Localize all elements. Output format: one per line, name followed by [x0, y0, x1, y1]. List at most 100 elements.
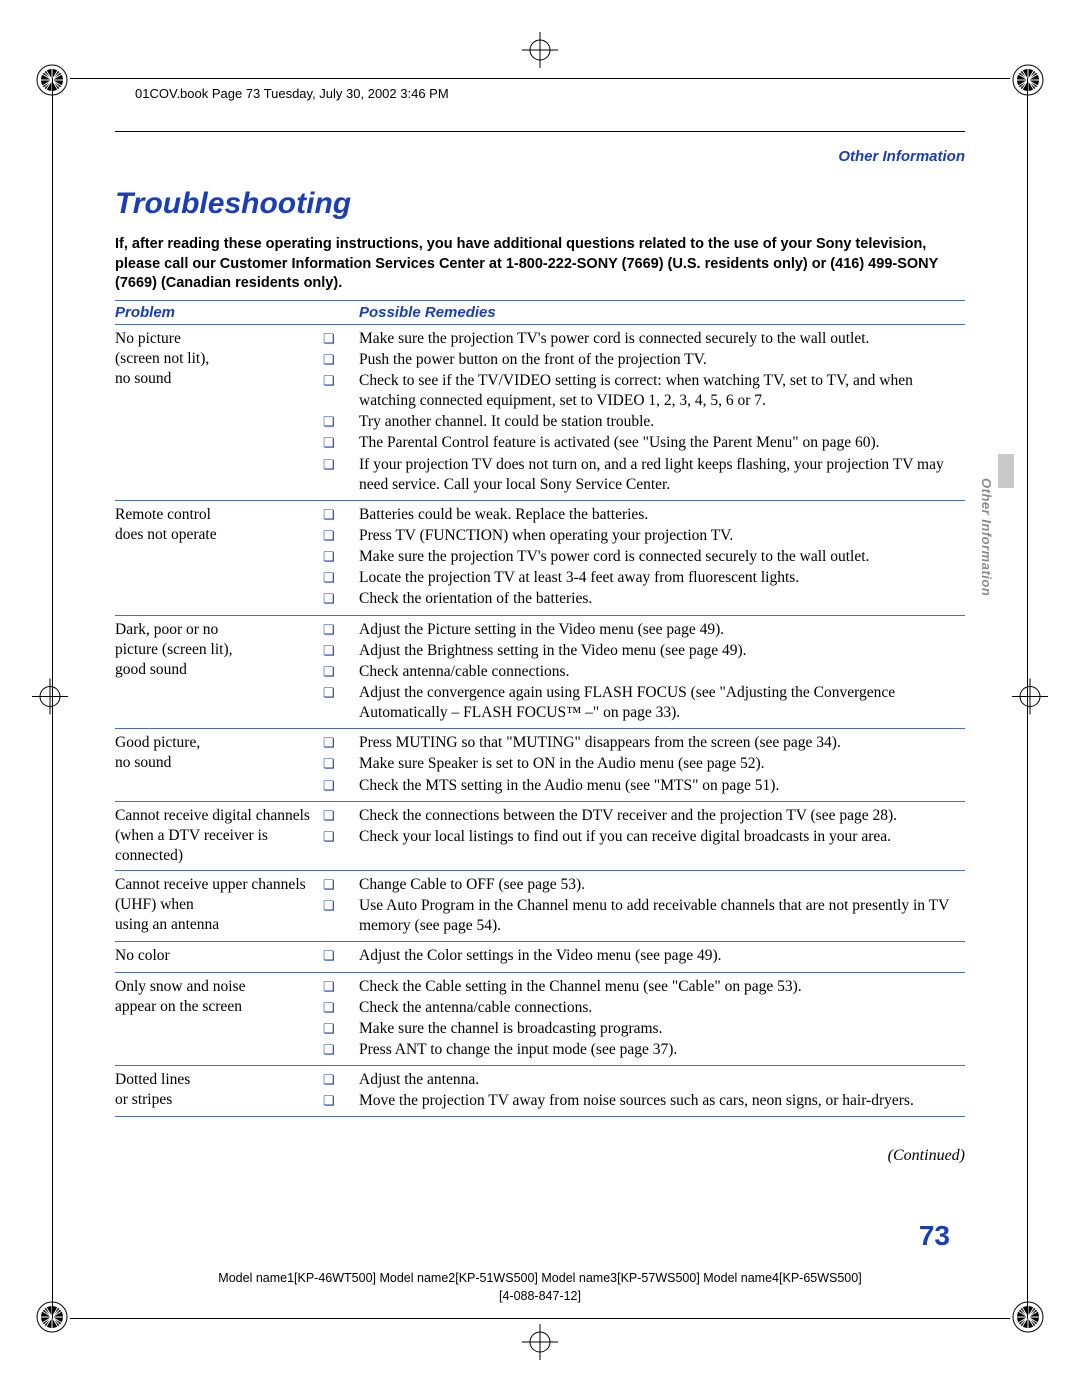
remedy-text: Check to see if the TV/VIDEO setting is …: [359, 371, 965, 411]
checkbox-bullet-icon: [323, 896, 359, 936]
remedy-text: Adjust the antenna.: [359, 1070, 965, 1090]
checkbox-bullet-icon: [323, 662, 359, 682]
remedy-item: Check the Cable setting in the Channel m…: [323, 977, 965, 997]
remedy-item: Check antenna/cable connections.: [323, 662, 965, 682]
frame-border: [52, 78, 53, 1319]
remedy-item: Adjust the Brightness setting in the Vid…: [323, 641, 965, 661]
remedy-item: Make sure the channel is broadcasting pr…: [323, 1019, 965, 1039]
checkbox-bullet-icon: [323, 977, 359, 997]
checkbox-bullet-icon: [323, 733, 359, 753]
checkbox-bullet-icon: [323, 455, 359, 495]
remedy-text: Press MUTING so that "MUTING" disappears…: [359, 733, 965, 753]
table-row: Remote controldoes not operate Batteries …: [115, 501, 965, 616]
footer: Model name1[KP-46WT500] Model name2[KP-5…: [0, 1270, 1080, 1305]
remedy-text: Make sure Speaker is set to ON in the Au…: [359, 754, 965, 774]
table-row: Cannot receive upper channels(UHF) whenu…: [115, 871, 965, 942]
remedies-cell: Adjust the antenna.Move the projection T…: [323, 1070, 965, 1112]
remedies-cell: Change Cable to OFF (see page 53).Use Au…: [323, 875, 965, 937]
remedy-text: Use Auto Program in the Channel menu to …: [359, 896, 965, 936]
remedy-item: Check the MTS setting in the Audio menu …: [323, 776, 965, 796]
table-row: Only snow and noiseappear on the screenC…: [115, 973, 965, 1067]
checkbox-bullet-icon: [323, 329, 359, 349]
remedy-text: Check your local listings to find out if…: [359, 827, 965, 847]
remedy-text: Adjust the convergence again using FLASH…: [359, 683, 965, 723]
checkbox-bullet-icon: [323, 620, 359, 640]
checkbox-bullet-icon: [323, 433, 359, 453]
column-header-problem: Problem: [115, 304, 323, 321]
header-rule: [115, 131, 965, 132]
remedy-text: Push the power button on the front of th…: [359, 350, 965, 370]
remedy-item: Press TV (FUNCTION) when operating your …: [323, 526, 965, 546]
remedy-text: Check the MTS setting in the Audio menu …: [359, 776, 965, 796]
table-row: Good picture,no sound Press MUTING so tha…: [115, 729, 965, 801]
page-title: Troubleshooting: [115, 187, 965, 221]
problem-cell: No color: [115, 946, 323, 967]
remedy-item: Change Cable to OFF (see page 53).: [323, 875, 965, 895]
problem-cell: Remote controldoes not operate: [115, 505, 323, 611]
checkbox-bullet-icon: [323, 1070, 359, 1090]
problem-cell: Good picture,no sound: [115, 733, 323, 796]
footer-model-line: Model name1[KP-46WT500] Model name2[KP-5…: [0, 1270, 1080, 1288]
frame-border: [70, 1318, 1010, 1319]
remedy-item: If your projection TV does not turn on, …: [323, 455, 965, 495]
checkbox-bullet-icon: [323, 526, 359, 546]
remedy-item: Check the connections between the DTV re…: [323, 806, 965, 826]
problem-cell: Cannot receive upper channels(UHF) whenu…: [115, 875, 323, 937]
remedy-item: Adjust the Picture setting in the Video …: [323, 620, 965, 640]
remedy-item: Adjust the antenna.: [323, 1070, 965, 1090]
table-row: Dotted linesor stripesAdjust the antenna…: [115, 1066, 965, 1117]
problem-cell: Dotted linesor stripes: [115, 1070, 323, 1112]
frame-border: [1027, 78, 1028, 1319]
book-file-header: 01COV.book Page 73 Tuesday, July 30, 200…: [135, 86, 965, 101]
checkbox-bullet-icon: [323, 875, 359, 895]
remedies-cell: Adjust the Picture setting in the Video …: [323, 620, 965, 725]
remedies-cell: Press MUTING so that "MUTING" disappears…: [323, 733, 965, 796]
remedy-text: Press TV (FUNCTION) when operating your …: [359, 526, 965, 546]
remedy-text: Locate the projection TV at least 3-4 fe…: [359, 568, 965, 588]
checkbox-bullet-icon: [323, 1091, 359, 1111]
table-row: No color Adjust the Color settings in the…: [115, 942, 965, 972]
registration-mark-icon: [1010, 676, 1050, 721]
remedy-text: Batteries could be weak. Replace the bat…: [359, 505, 965, 525]
remedy-text: Check the antenna/cable connections.: [359, 998, 965, 1018]
registration-mark-icon: [520, 1322, 560, 1367]
remedy-text: Adjust the Picture setting in the Video …: [359, 620, 965, 640]
checkbox-bullet-icon: [323, 806, 359, 826]
remedy-item: Adjust the Color settings in the Video m…: [323, 946, 965, 966]
remedy-text: Adjust the Color settings in the Video m…: [359, 946, 965, 966]
remedy-item: Make sure the projection TV's power cord…: [323, 547, 965, 567]
table-row: Cannot receive digital channels(when a D…: [115, 802, 965, 871]
remedies-cell: Check the connections between the DTV re…: [323, 806, 965, 866]
remedy-text: Check the orientation of the batteries.: [359, 589, 965, 609]
checkbox-bullet-icon: [323, 683, 359, 723]
checkbox-bullet-icon: [323, 641, 359, 661]
checkbox-bullet-icon: [323, 568, 359, 588]
remedy-item: Locate the projection TV at least 3-4 fe…: [323, 568, 965, 588]
remedies-cell: Batteries could be weak. Replace the bat…: [323, 505, 965, 611]
continued-label: (Continued): [115, 1147, 965, 1165]
remedy-item: Press ANT to change the input mode (see …: [323, 1040, 965, 1060]
remedy-text: Make sure the projection TV's power cord…: [359, 547, 965, 567]
remedy-text: Make sure the channel is broadcasting pr…: [359, 1019, 965, 1039]
remedy-item: Press MUTING so that "MUTING" disappears…: [323, 733, 965, 753]
problem-cell: Cannot receive digital channels(when a D…: [115, 806, 323, 866]
column-header-remedies: Possible Remedies: [323, 304, 965, 321]
remedy-text: Check the Cable setting in the Channel m…: [359, 977, 965, 997]
thumb-tab: [998, 454, 1014, 488]
remedies-cell: Adjust the Color settings in the Video m…: [323, 946, 965, 967]
running-head: Other Information: [115, 148, 965, 165]
remedy-text: Change Cable to OFF (see page 53).: [359, 875, 965, 895]
remedy-item: Check your local listings to find out if…: [323, 827, 965, 847]
problem-cell: No picture(screen not lit),no sound: [115, 329, 323, 496]
checkbox-bullet-icon: [323, 946, 359, 966]
remedy-item: Check to see if the TV/VIDEO setting is …: [323, 371, 965, 411]
registration-mark-icon: [520, 30, 560, 75]
table-header-row: Problem Possible Remedies: [115, 300, 965, 325]
remedy-item: Check the antenna/cable connections.: [323, 998, 965, 1018]
remedy-text: Move the projection TV away from noise s…: [359, 1091, 965, 1111]
page-number: 73: [919, 1220, 950, 1252]
table-row: No picture(screen not lit),no soundMake …: [115, 325, 965, 501]
remedy-text: Adjust the Brightness setting in the Vid…: [359, 641, 965, 661]
checkbox-bullet-icon: [323, 1019, 359, 1039]
remedy-item: Batteries could be weak. Replace the bat…: [323, 505, 965, 525]
